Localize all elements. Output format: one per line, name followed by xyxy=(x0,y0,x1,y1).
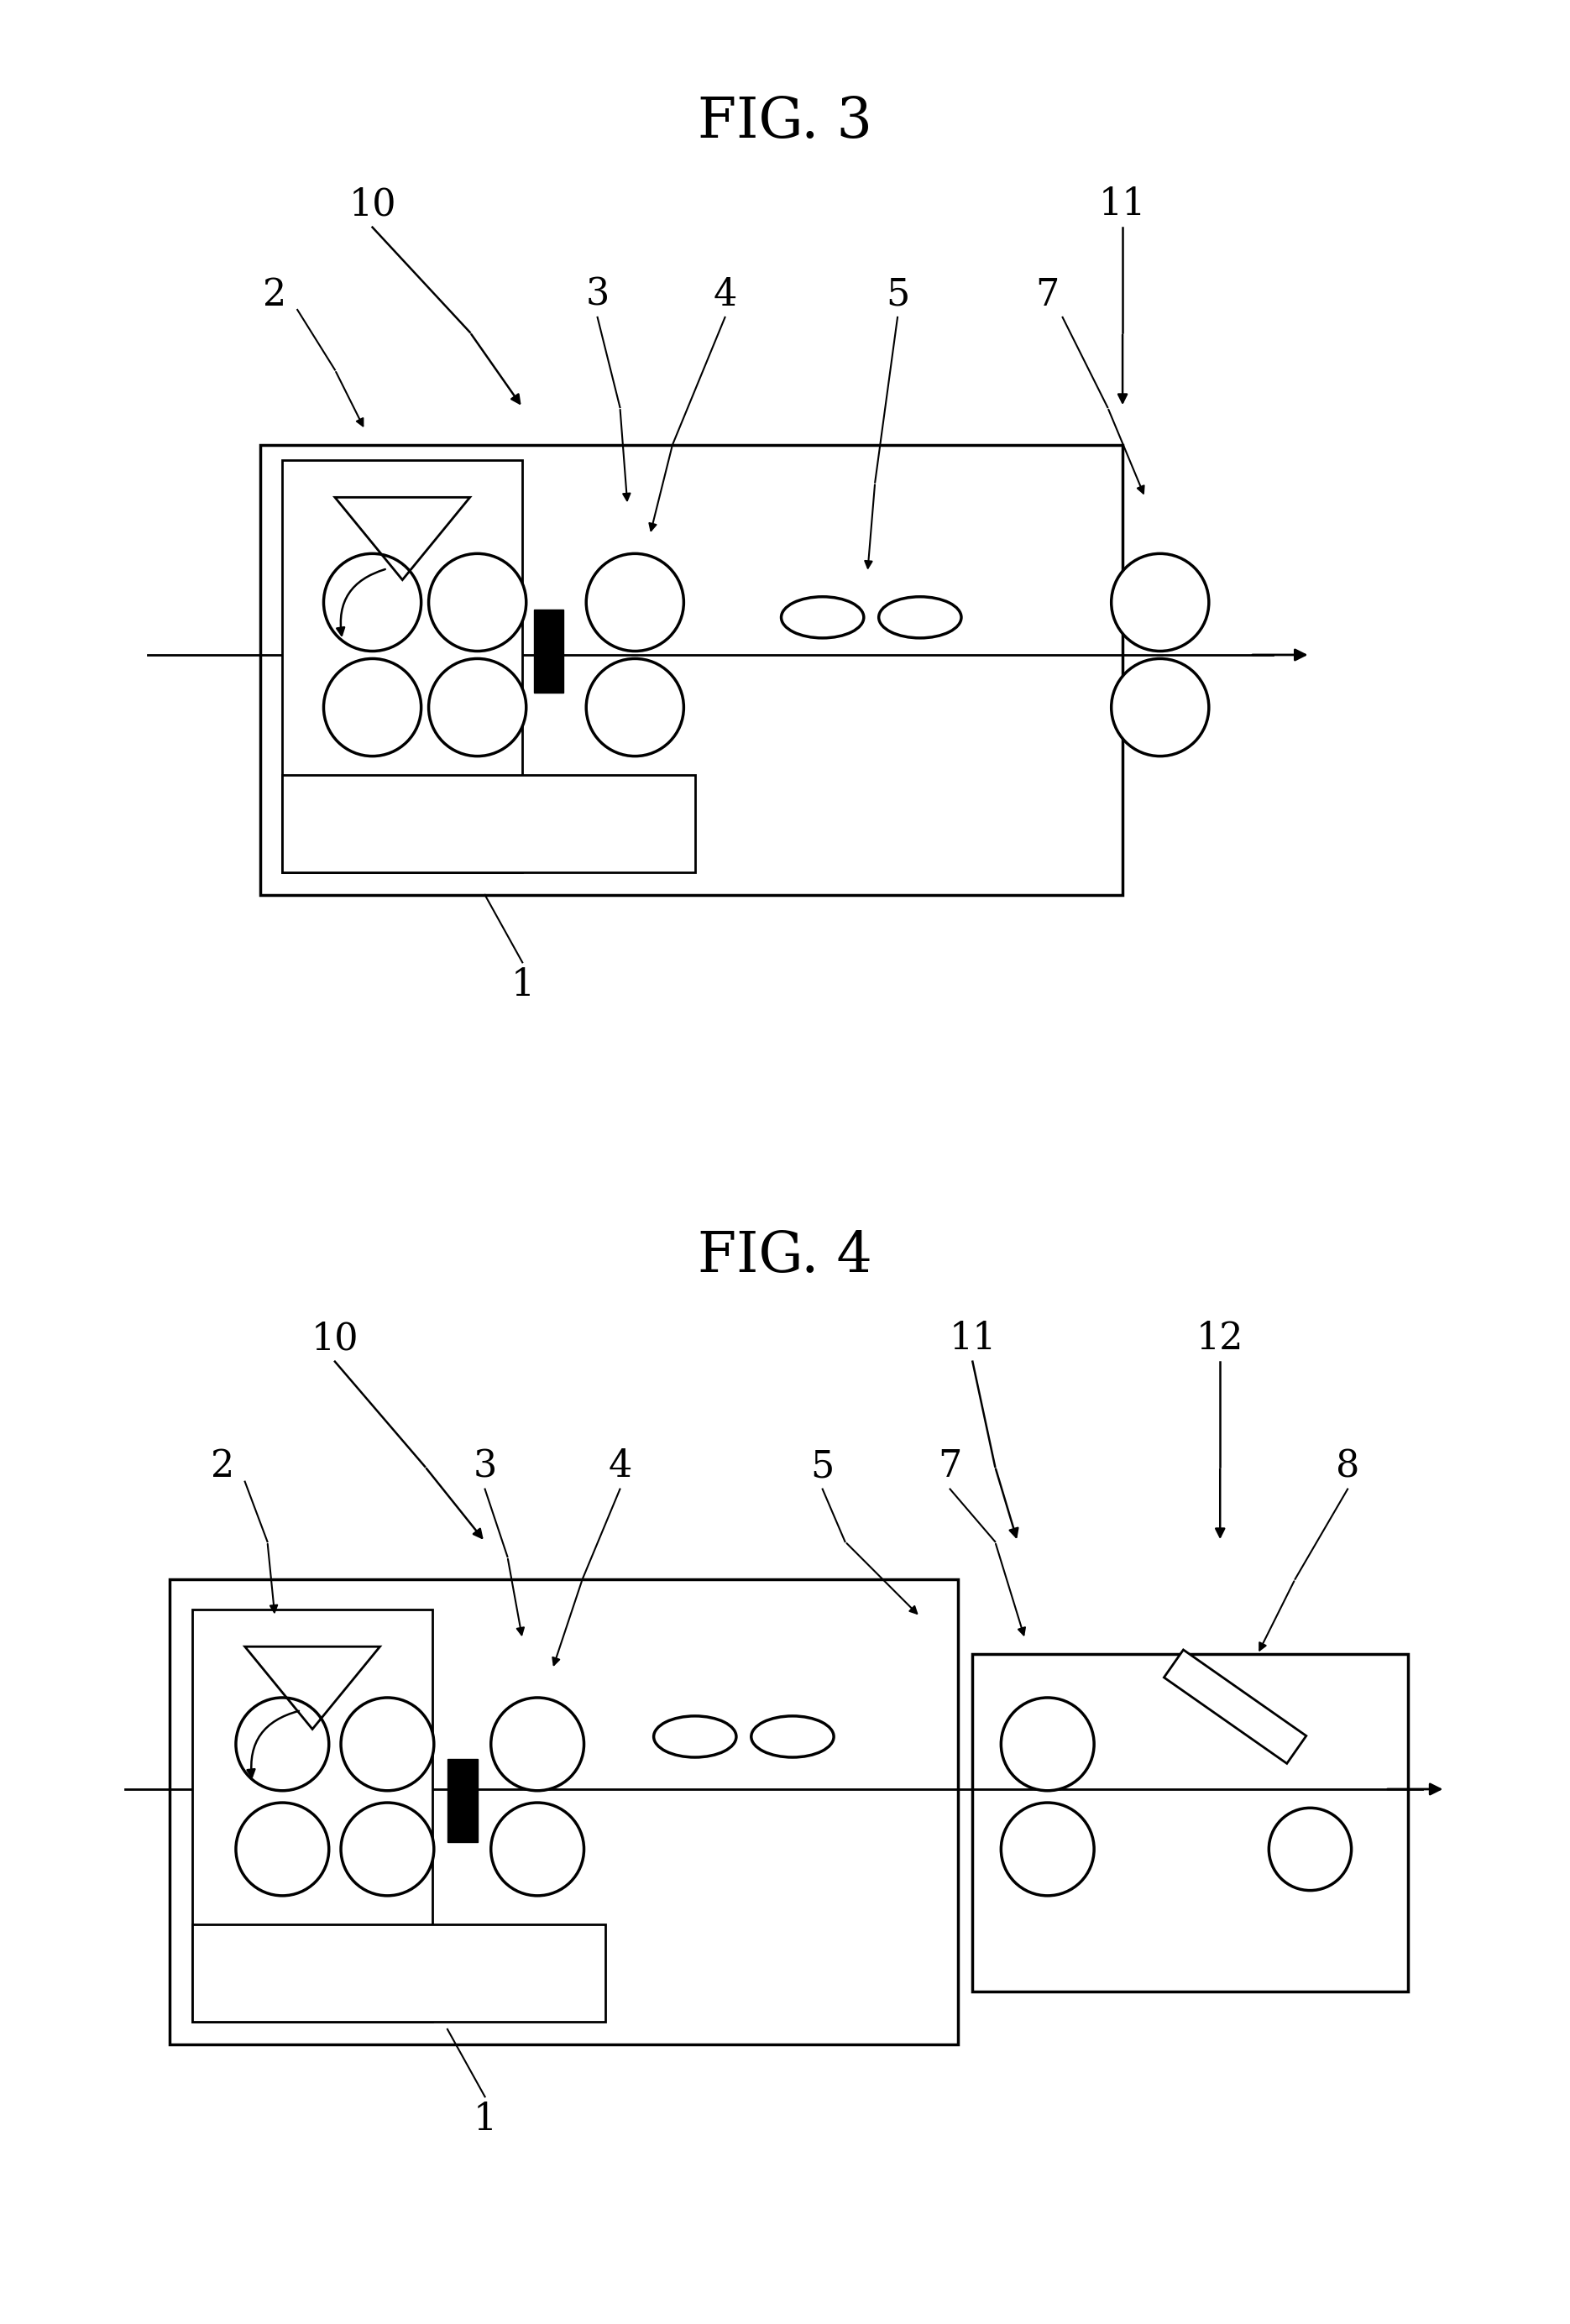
Circle shape xyxy=(429,658,526,755)
Circle shape xyxy=(341,1803,433,1896)
Text: 3: 3 xyxy=(586,277,609,314)
Text: FIG. 3: FIG. 3 xyxy=(697,95,873,149)
Text: 7: 7 xyxy=(1036,277,1060,314)
Bar xyxy=(193,1924,604,2022)
Circle shape xyxy=(491,1697,584,1792)
Text: 1: 1 xyxy=(510,967,534,1004)
Text: 5: 5 xyxy=(885,277,909,314)
Circle shape xyxy=(323,658,421,755)
Text: 1: 1 xyxy=(473,2101,496,2138)
Text: 7: 7 xyxy=(939,1448,962,1485)
Circle shape xyxy=(429,553,526,651)
Text: 10: 10 xyxy=(311,1320,358,1357)
Circle shape xyxy=(586,658,683,755)
Circle shape xyxy=(1002,1697,1094,1792)
Text: 2: 2 xyxy=(264,277,287,314)
Text: 8: 8 xyxy=(1336,1448,1360,1485)
Text: FIG. 4: FIG. 4 xyxy=(697,1229,873,1283)
Bar xyxy=(170,1578,958,2045)
Circle shape xyxy=(491,1803,584,1896)
Bar xyxy=(534,609,564,693)
Bar xyxy=(261,444,1123,895)
Polygon shape xyxy=(1163,1650,1306,1764)
Text: 4: 4 xyxy=(713,277,736,314)
Circle shape xyxy=(1002,1803,1094,1896)
Text: 12: 12 xyxy=(1196,1320,1243,1357)
Text: 11: 11 xyxy=(1099,186,1146,223)
Bar xyxy=(972,1655,1408,1992)
Ellipse shape xyxy=(879,597,961,639)
Bar xyxy=(283,460,523,872)
Bar xyxy=(283,774,696,872)
Circle shape xyxy=(341,1697,433,1792)
Text: 4: 4 xyxy=(608,1448,631,1485)
Text: 3: 3 xyxy=(473,1448,496,1485)
Bar xyxy=(193,1608,432,2022)
Text: 2: 2 xyxy=(210,1448,234,1485)
Text: 10: 10 xyxy=(349,186,396,223)
Ellipse shape xyxy=(653,1715,736,1757)
Circle shape xyxy=(236,1803,328,1896)
Circle shape xyxy=(586,553,683,651)
Text: 5: 5 xyxy=(810,1448,834,1485)
Circle shape xyxy=(1112,658,1209,755)
Circle shape xyxy=(1112,553,1209,651)
Circle shape xyxy=(236,1697,328,1792)
Bar xyxy=(447,1759,477,1841)
Ellipse shape xyxy=(750,1715,834,1757)
Ellipse shape xyxy=(782,597,864,639)
Text: 11: 11 xyxy=(948,1320,997,1357)
Circle shape xyxy=(1269,1808,1352,1889)
Circle shape xyxy=(323,553,421,651)
